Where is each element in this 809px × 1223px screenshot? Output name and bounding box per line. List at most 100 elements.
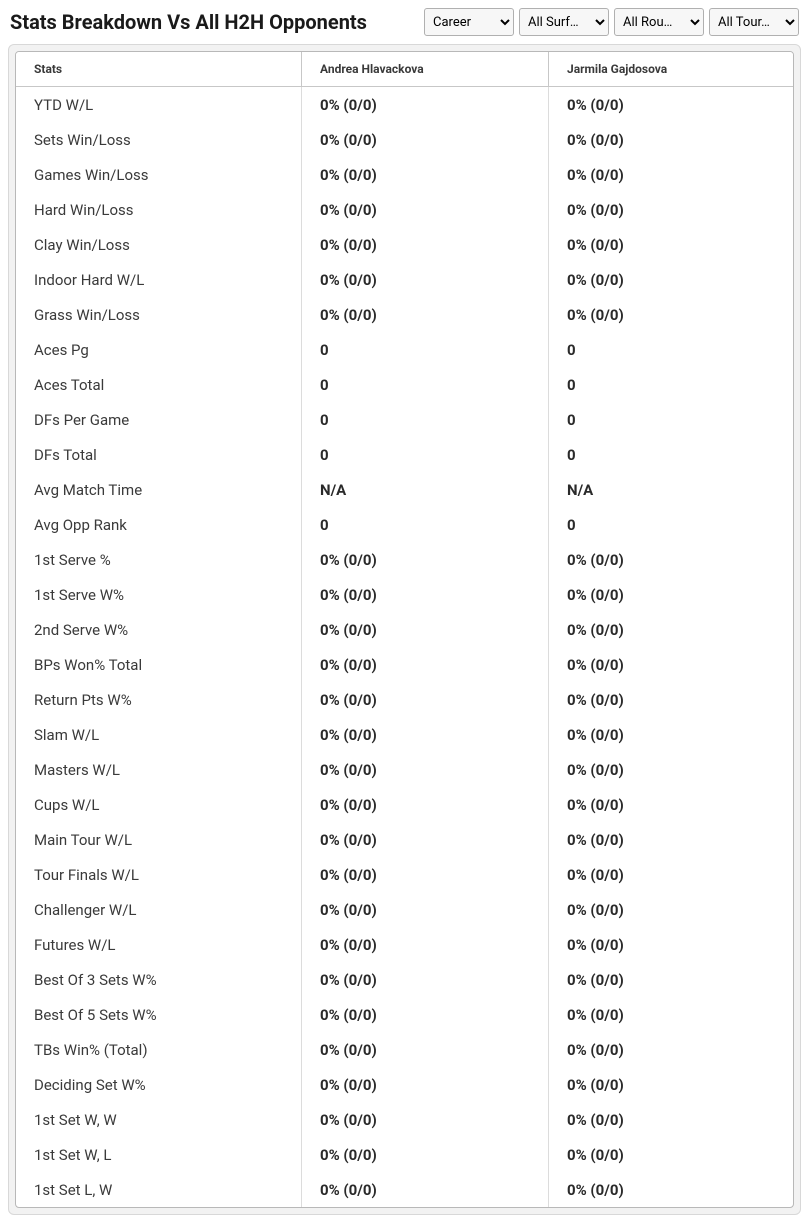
player2-value: 0% (0/0) [548,227,793,262]
player1-value: 0% (0/0) [301,612,548,647]
stat-label: 1st Set W, W [16,1102,301,1137]
table-row: Aces Total00 [16,367,793,402]
player2-value: 0 [548,332,793,367]
table-row: Best Of 5 Sets W%0% (0/0)0% (0/0) [16,997,793,1032]
stat-label: 1st Serve W% [16,577,301,612]
table-row: TBs Win% (Total)0% (0/0)0% (0/0) [16,1032,793,1067]
stat-label: 1st Set W, L [16,1137,301,1172]
stat-label: Sets Win/Loss [16,122,301,157]
table-row: Grass Win/Loss0% (0/0)0% (0/0) [16,297,793,332]
player2-value: 0% (0/0) [548,577,793,612]
stat-label: Clay Win/Loss [16,227,301,262]
player2-value: 0 [548,402,793,437]
player2-value: 0% (0/0) [548,1067,793,1102]
table-row: Hard Win/Loss0% (0/0)0% (0/0) [16,192,793,227]
player2-value: 0% (0/0) [548,997,793,1032]
player1-value: 0% (0/0) [301,192,548,227]
col-header-stat: Stats [16,52,301,87]
player1-value: 0% (0/0) [301,892,548,927]
period-select[interactable]: Career [424,8,514,36]
player1-value: 0 [301,437,548,472]
player1-value: 0% (0/0) [301,717,548,752]
stat-label: Avg Match Time [16,472,301,507]
player1-value: 0% (0/0) [301,927,548,962]
player1-value: 0% (0/0) [301,787,548,822]
stat-label: Best Of 5 Sets W% [16,997,301,1032]
player2-value: 0% (0/0) [548,752,793,787]
stat-label: 1st Set L, W [16,1172,301,1207]
table-row: Challenger W/L0% (0/0)0% (0/0) [16,892,793,927]
player1-value: 0% (0/0) [301,997,548,1032]
player2-value: 0% (0/0) [548,962,793,997]
player2-value: 0% (0/0) [548,87,793,122]
player2-value: 0% (0/0) [548,647,793,682]
player1-value: 0% (0/0) [301,1102,548,1137]
player2-value: 0% (0/0) [548,1032,793,1067]
player2-value: 0% (0/0) [548,192,793,227]
table-row: 1st Set L, W0% (0/0)0% (0/0) [16,1172,793,1207]
player2-value: 0 [548,437,793,472]
stat-label: Slam W/L [16,717,301,752]
table-header-row: Stats Andrea Hlavackova Jarmila Gajdosov… [16,52,793,87]
stats-table: Stats Andrea Hlavackova Jarmila Gajdosov… [15,51,794,1208]
tour-select[interactable]: All Tour… [709,8,799,36]
player1-value: 0% (0/0) [301,682,548,717]
surface-select[interactable]: All Surf… [519,8,609,36]
player2-value: 0% (0/0) [548,682,793,717]
stat-label: Best Of 3 Sets W% [16,962,301,997]
table-row: BPs Won% Total0% (0/0)0% (0/0) [16,647,793,682]
player1-value: 0% (0/0) [301,577,548,612]
stat-label: Hard Win/Loss [16,192,301,227]
player2-value: 0% (0/0) [548,157,793,192]
stat-label: Avg Opp Rank [16,507,301,542]
player1-value: 0% (0/0) [301,822,548,857]
table-row: Avg Match TimeN/AN/A [16,472,793,507]
table-row: DFs Total00 [16,437,793,472]
player1-value: 0 [301,367,548,402]
stat-label: Challenger W/L [16,892,301,927]
player1-value: 0% (0/0) [301,752,548,787]
player2-value: 0% (0/0) [548,262,793,297]
stat-label: Indoor Hard W/L [16,262,301,297]
table-row: Aces Pg00 [16,332,793,367]
player1-value: 0% (0/0) [301,1172,548,1207]
table-row: 1st Set W, W0% (0/0)0% (0/0) [16,1102,793,1137]
stat-label: Main Tour W/L [16,822,301,857]
stat-label: 2nd Serve W% [16,612,301,647]
player2-value: 0% (0/0) [548,927,793,962]
player2-value: 0% (0/0) [548,1102,793,1137]
page-title: Stats Breakdown Vs All H2H Opponents [10,10,416,34]
table-row: 1st Serve %0% (0/0)0% (0/0) [16,542,793,577]
player1-value: 0 [301,507,548,542]
player1-value: 0% (0/0) [301,227,548,262]
round-select[interactable]: All Rou… [614,8,704,36]
stat-label: BPs Won% Total [16,647,301,682]
player1-value: 0% (0/0) [301,1137,548,1172]
stat-label: 1st Serve % [16,542,301,577]
table-row: Return Pts W%0% (0/0)0% (0/0) [16,682,793,717]
table-row: Games Win/Loss0% (0/0)0% (0/0) [16,157,793,192]
stat-label: Games Win/Loss [16,157,301,192]
stat-label: DFs Total [16,437,301,472]
player1-value: 0 [301,332,548,367]
player1-value: 0% (0/0) [301,262,548,297]
player1-value: 0% (0/0) [301,1032,548,1067]
table-row: Cups W/L0% (0/0)0% (0/0) [16,787,793,822]
player1-value: 0% (0/0) [301,542,548,577]
player1-value: 0% (0/0) [301,157,548,192]
table-row: 1st Serve W%0% (0/0)0% (0/0) [16,577,793,612]
table-row: DFs Per Game00 [16,402,793,437]
filter-group: Career All Surf… All Rou… All Tour… [424,8,799,36]
table-row: Slam W/L0% (0/0)0% (0/0) [16,717,793,752]
player1-value: 0% (0/0) [301,647,548,682]
player1-value: 0% (0/0) [301,87,548,122]
stat-label: TBs Win% (Total) [16,1032,301,1067]
player2-value: 0% (0/0) [548,787,793,822]
player1-value: 0% (0/0) [301,857,548,892]
table-row: Avg Opp Rank00 [16,507,793,542]
table-row: Best Of 3 Sets W%0% (0/0)0% (0/0) [16,962,793,997]
table-row: Deciding Set W%0% (0/0)0% (0/0) [16,1067,793,1102]
table-row: Sets Win/Loss0% (0/0)0% (0/0) [16,122,793,157]
stat-label: YTD W/L [16,87,301,122]
player1-value: N/A [301,472,548,507]
